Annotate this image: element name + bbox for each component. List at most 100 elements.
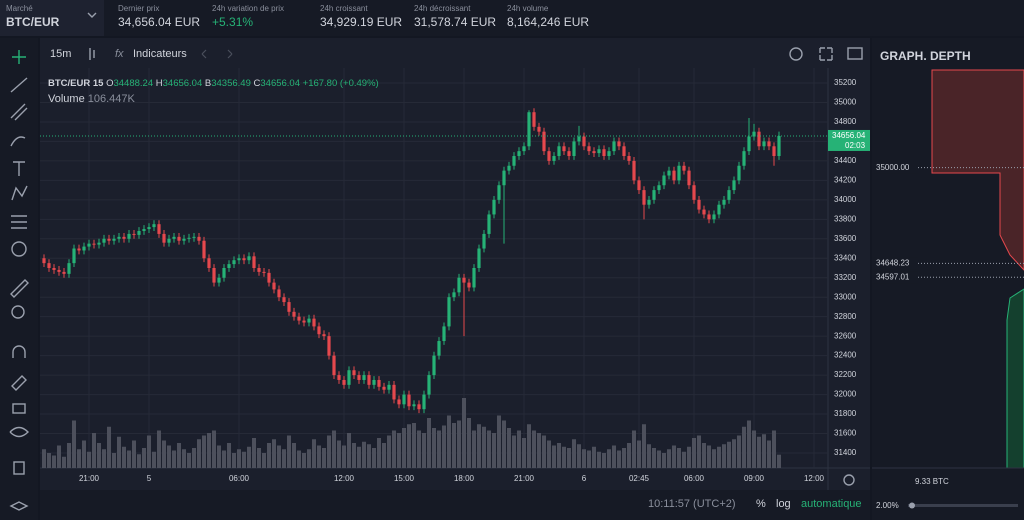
candle-body [182,238,186,241]
y-tick-label: 33000 [834,292,857,301]
candle-body [657,185,661,191]
candle-body [102,238,106,243]
delete-tool[interactable] [13,461,25,475]
y-tick-label: 34200 [834,175,857,184]
magnet-tool[interactable] [12,345,26,358]
market-name: BTC/EUR [6,15,60,29]
chart-type-button[interactable] [89,48,95,60]
candle-body [547,151,551,161]
x-tick-label: 02:45 [629,474,650,483]
volume-bar [392,430,396,468]
candle-body [537,126,541,132]
candle-body [642,190,646,205]
candle-body [407,394,411,407]
volume-bar [427,418,431,468]
volume-bar [712,449,716,468]
log-toggle[interactable]: log [776,498,791,510]
volume-bar [272,439,276,468]
candle-body [307,318,311,323]
candle-body [767,141,771,147]
brush-tool[interactable] [10,136,26,147]
stat-value: 31,578.74 EUR [414,15,496,29]
candle-body [652,190,656,200]
volume-bar [152,451,156,468]
x-tick-label: 12:00 [334,474,355,483]
y-tick-label: 32600 [834,331,857,340]
candle-body [67,263,71,274]
volume-bar [472,430,476,468]
layers-tool[interactable] [9,501,29,511]
measure-tool[interactable] [10,279,29,298]
candle-body [672,170,676,181]
text-tool[interactable] [13,161,25,176]
lock-draw-tool[interactable] [11,375,27,391]
prediction-tool[interactable] [11,215,27,229]
candle-body [622,146,626,157]
fullscreen-button[interactable] [819,47,833,61]
last-price-tag [828,129,870,151]
candle-body [612,141,616,152]
candle-body [152,224,156,228]
candle-body [662,175,666,186]
y-tick-label: 31600 [834,429,857,438]
candle-body [462,277,466,283]
candle-body [47,263,51,268]
volume-bar [377,438,381,468]
volume-bar [77,449,81,468]
emoji-tool[interactable] [11,241,27,257]
zoom-slider[interactable] [908,504,1018,507]
fib-tool[interactable] [10,103,28,121]
market-selector[interactable] [0,0,104,36]
indicators-button[interactable]: Indicateurs [133,48,187,60]
settings-button[interactable] [789,47,803,61]
volume-bar [707,445,711,468]
undo-redo[interactable] [201,49,233,59]
legend-key: H [156,78,163,89]
candle-body [97,242,101,245]
volume-bar [497,415,501,468]
candle-body [387,384,391,390]
pattern-tool[interactable] [11,185,28,201]
stat-label: 24h volume [507,4,549,13]
volume-bar [512,435,516,468]
dropdown-chevron[interactable] [87,12,97,18]
candle-body [142,229,146,231]
y-tick-label: 35200 [834,78,857,87]
volume-bar [262,453,266,468]
volume-bar [462,398,466,468]
candle-body [497,185,501,200]
candle-body [632,160,636,181]
trendline-tool[interactable] [10,77,28,93]
zoom-handle[interactable] [909,502,915,509]
candle-body [312,318,316,327]
auto-toggle[interactable]: automatique [801,498,862,510]
volume-bar [467,418,471,468]
crosshair-tool[interactable] [12,50,26,64]
interval-button[interactable]: 15m [50,48,71,60]
volume-bar [242,451,246,468]
candle-body [167,238,171,243]
candle-body [527,112,531,147]
candle-body [557,146,561,157]
candle-body [452,292,456,298]
visibility-tool[interactable] [9,426,29,438]
volume-bar [527,424,531,468]
axis-settings[interactable] [843,474,855,486]
candle-body [542,131,546,152]
volume-bar [597,451,601,468]
x-tick-label: 18:00 [454,474,475,483]
candle-body [477,248,481,268]
snapshot-button[interactable] [847,47,863,60]
candle-body [772,146,776,157]
volume-bar [482,426,486,468]
zoom-tool[interactable] [11,305,25,319]
percent-toggle[interactable]: % [756,498,766,510]
candle-body [392,384,396,400]
candle-body [707,214,711,220]
volume-bar [502,420,506,468]
candle-body [627,156,631,161]
volume-bar [402,428,406,468]
lock-tool[interactable] [12,403,26,414]
volume-bar [422,433,426,468]
candle-body [702,209,706,215]
